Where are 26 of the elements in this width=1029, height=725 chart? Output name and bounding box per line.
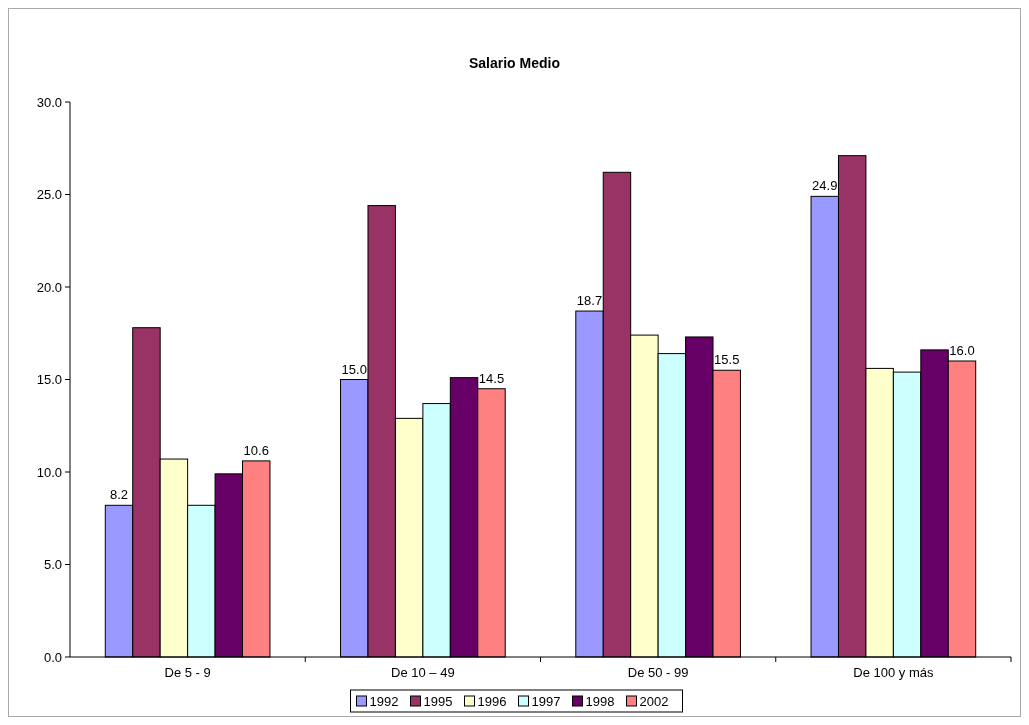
chart-title: Salario Medio — [468, 55, 561, 71]
y-tick-label: 20.0 — [36, 279, 62, 295]
y-tick-label: 30.0 — [36, 94, 62, 110]
data-label: 15.0 — [341, 361, 367, 377]
data-label: 24.9 — [812, 178, 838, 194]
legend-label: 1998 — [585, 693, 615, 709]
x-tick-label: De 5 - 9 — [164, 665, 211, 680]
y-tick-label: 15.0 — [36, 372, 62, 388]
y-tick-label: 5.0 — [43, 557, 62, 573]
y-tick-label: 25.0 — [36, 187, 62, 203]
y-tick-label: 0.0 — [43, 649, 62, 665]
data-label: 14.5 — [478, 370, 505, 386]
x-tick-label: De 100 y más — [853, 665, 934, 680]
data-label: 18.7 — [576, 293, 603, 309]
data-label: 8.2 — [109, 487, 129, 503]
data-label: 16.0 — [949, 343, 975, 358]
legend-label: 1992 — [369, 693, 399, 709]
data-label: 15.5 — [714, 352, 740, 368]
legend-label: 1995 — [423, 693, 453, 709]
data-label: 10.6 — [243, 442, 269, 458]
legend-label: 2002 — [639, 693, 669, 709]
x-tick-label: De 10 – 49 — [391, 665, 455, 680]
legend-label: 1997 — [531, 693, 561, 709]
x-tick-label: De 50 - 99 — [627, 665, 689, 680]
legend-label: 1996 — [477, 693, 507, 709]
y-tick-label: 10.0 — [36, 464, 62, 480]
